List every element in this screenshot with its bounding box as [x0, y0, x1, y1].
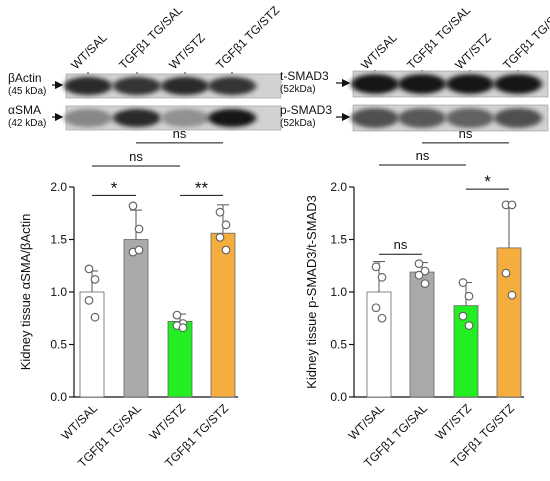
- data-point: [420, 266, 430, 276]
- significance-label: **: [195, 178, 209, 197]
- blot-protein-label: t-SMAD3: [280, 69, 329, 83]
- bar: [453, 305, 479, 398]
- blot-kda-label: (45 kDa): [8, 86, 46, 97]
- blot-band: [351, 74, 399, 94]
- blot-band: [446, 108, 494, 128]
- blot-kda-label: (42 kDa): [8, 118, 46, 129]
- data-point: [371, 262, 381, 272]
- data-point: [507, 290, 517, 300]
- data-point: [458, 311, 468, 321]
- y-tick-label: 0.0: [50, 390, 67, 404]
- blot-lane-label: WT/STZ: [166, 31, 207, 72]
- data-point: [215, 207, 225, 217]
- bar: [409, 271, 435, 398]
- blot-lane-label: WT/SAL: [358, 30, 400, 72]
- data-point: [221, 220, 231, 230]
- y-tick-label: 2.0: [330, 180, 347, 194]
- bar: [167, 320, 193, 398]
- data-point: [172, 310, 182, 320]
- blot-band: [398, 108, 446, 128]
- blot-band: [161, 76, 209, 96]
- blot-band: [64, 108, 112, 128]
- y-tick-label: 0.0: [330, 390, 347, 404]
- data-point: [134, 224, 144, 234]
- x-category-label: WT/STZ: [433, 401, 474, 442]
- blot-band: [446, 74, 494, 94]
- bar: [79, 291, 105, 398]
- blot-lane-label: TGFβ1 TG/STZ: [500, 3, 550, 72]
- blot-band: [161, 108, 209, 128]
- blot-band: [64, 76, 112, 96]
- data-point: [90, 275, 100, 284]
- data-point: [128, 201, 138, 211]
- data-point: [377, 272, 387, 282]
- data-point: [90, 312, 100, 322]
- blot-band: [494, 108, 542, 128]
- significance-label: ns: [394, 237, 408, 252]
- blot-lane-label: TGFβ1 TG/STZ: [213, 3, 282, 72]
- significance-label: *: [111, 178, 118, 197]
- x-category-label: WT/SAL: [346, 401, 388, 443]
- y-tick-label: 2.0: [50, 180, 67, 194]
- bar-chart-2: Kidney tissue p-SMAD3/t-SMAD3 0.0 0.5 1.0 1.…: [304, 126, 524, 470]
- bar: [210, 232, 236, 398]
- blot-band: [113, 108, 161, 128]
- significance-label: ns: [129, 149, 143, 164]
- data-point: [215, 232, 225, 242]
- data-point: [464, 291, 474, 301]
- significance-label: ns: [173, 126, 187, 141]
- blot-protein-label: αSMA: [8, 103, 41, 117]
- bar-charts-layer: Kidney tissue αSMA/βActin 0.0 0.5 1.0 1.5 2.0…: [18, 126, 524, 470]
- y-tick-label: 0.5: [50, 338, 67, 352]
- x-category-label: WT/SAL: [59, 401, 101, 443]
- blot-kda-label: (52kDa): [280, 84, 316, 95]
- blot-lane-label: WT/STZ: [452, 31, 493, 72]
- data-point: [178, 323, 188, 333]
- data-point: [84, 296, 94, 305]
- blot-band: [208, 108, 256, 128]
- significance-label: ns: [416, 148, 430, 163]
- blot-band: [398, 74, 446, 94]
- blot-kda-label: (52kDa): [280, 118, 316, 129]
- bar: [496, 247, 522, 398]
- y-axis-label: Kidney tissue p-SMAD3/t-SMAD3: [304, 195, 319, 389]
- blot-band: [351, 108, 399, 128]
- bar: [123, 239, 149, 398]
- blot-band: [494, 74, 542, 94]
- bar-chart-1: Kidney tissue αSMA/βActin 0.0 0.5 1.0 1.5 2.0…: [18, 126, 238, 470]
- data-point: [414, 270, 424, 280]
- data-point: [377, 313, 387, 323]
- data-point: [414, 259, 424, 269]
- data-point: [371, 303, 381, 313]
- blot-band: [113, 76, 161, 96]
- data-point: [464, 321, 474, 331]
- blot-lane-label: WT/SAL: [68, 30, 110, 72]
- x-category-label: WT/STZ: [147, 401, 188, 442]
- y-axis-label: Kidney tissue αSMA/βActin: [18, 214, 33, 371]
- y-tick-label: 1.0: [330, 285, 347, 299]
- y-tick-label: 1.0: [50, 285, 67, 299]
- significance-label: *: [484, 172, 491, 191]
- data-point: [458, 278, 468, 287]
- y-tick-label: 1.5: [330, 233, 347, 247]
- data-point: [84, 264, 94, 274]
- data-point: [501, 268, 511, 278]
- blot-band: [208, 76, 256, 96]
- y-tick-label: 1.5: [50, 233, 67, 247]
- blot-protein-label: βActin: [8, 71, 42, 85]
- data-point: [221, 245, 231, 255]
- blot-protein-label: p-SMAD3: [280, 103, 332, 117]
- significance-label: ns: [459, 126, 473, 141]
- data-point: [507, 200, 517, 210]
- data-point: [420, 279, 430, 289]
- y-tick-label: 0.5: [330, 338, 347, 352]
- data-point: [134, 245, 144, 255]
